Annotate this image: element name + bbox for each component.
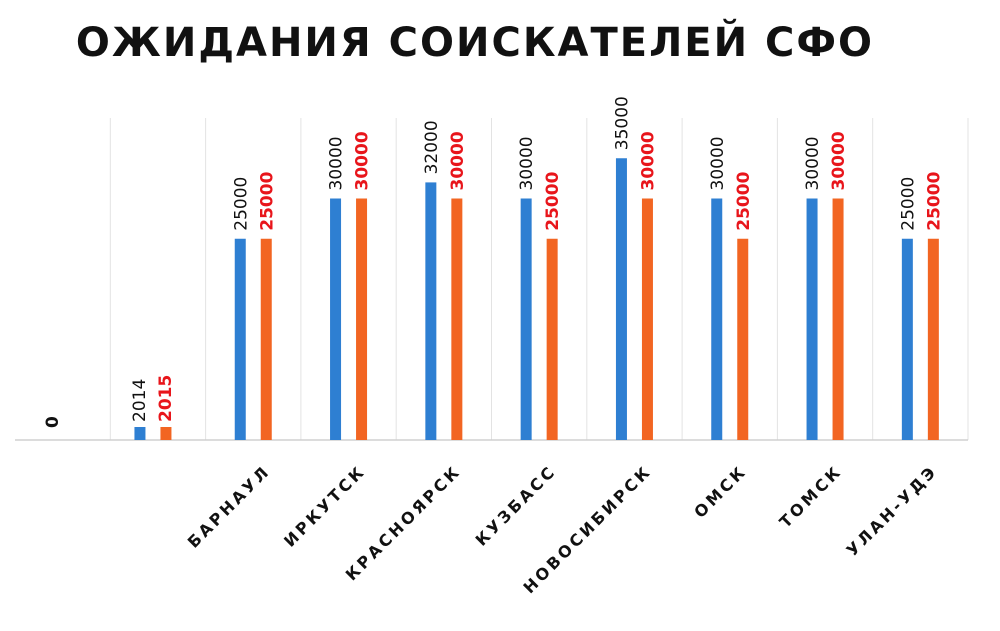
chart-title: ОЖИДАНИЯ СОИСКАТЕЛЕЙ СФО (75, 20, 875, 66)
category-label: ТОМСК (776, 461, 846, 531)
bar (330, 198, 342, 440)
bar (520, 198, 532, 440)
legend-label-2014: 2014 (130, 379, 150, 422)
data-label: 35000 (612, 96, 632, 150)
category-label: БАРНАУЛ (184, 461, 274, 551)
bar (737, 238, 749, 440)
data-label: 30000 (708, 136, 728, 190)
category-label: ИРКУТСК (280, 461, 369, 550)
bar (641, 198, 653, 440)
bar (260, 238, 272, 440)
bar (451, 198, 463, 440)
legend-swatch-2014 (134, 427, 146, 440)
data-label: 30000 (829, 131, 849, 190)
category-label: ОМСК (690, 461, 750, 521)
data-label: 30000 (448, 131, 468, 190)
bar (615, 158, 627, 440)
bar (927, 238, 939, 440)
bar (234, 238, 246, 440)
data-label: 25000 (257, 171, 277, 230)
data-label: 25000 (924, 171, 944, 230)
data-label: 25000 (898, 177, 918, 231)
category-label: УЛАН-УДЭ (843, 461, 942, 560)
data-label: 30000 (638, 131, 658, 190)
data-label: 30000 (803, 136, 823, 190)
data-label: 25000 (231, 177, 251, 231)
bar (356, 198, 368, 440)
legend-swatch-2015 (160, 427, 172, 440)
bar (832, 198, 844, 440)
bar (546, 238, 558, 440)
bar (425, 182, 437, 440)
data-label: 30000 (353, 131, 373, 190)
bar (806, 198, 818, 440)
data-label: 25000 (543, 171, 563, 230)
bar (711, 198, 723, 440)
data-label: 32000 (422, 120, 442, 174)
zero-label: 0 (43, 416, 63, 428)
data-label: 30000 (327, 136, 347, 190)
data-label: 30000 (517, 136, 537, 190)
bar (901, 238, 913, 440)
category-label: КУЗБАСС (472, 461, 560, 549)
legend-label-2015: 2015 (156, 375, 176, 422)
data-label: 25000 (734, 171, 754, 230)
